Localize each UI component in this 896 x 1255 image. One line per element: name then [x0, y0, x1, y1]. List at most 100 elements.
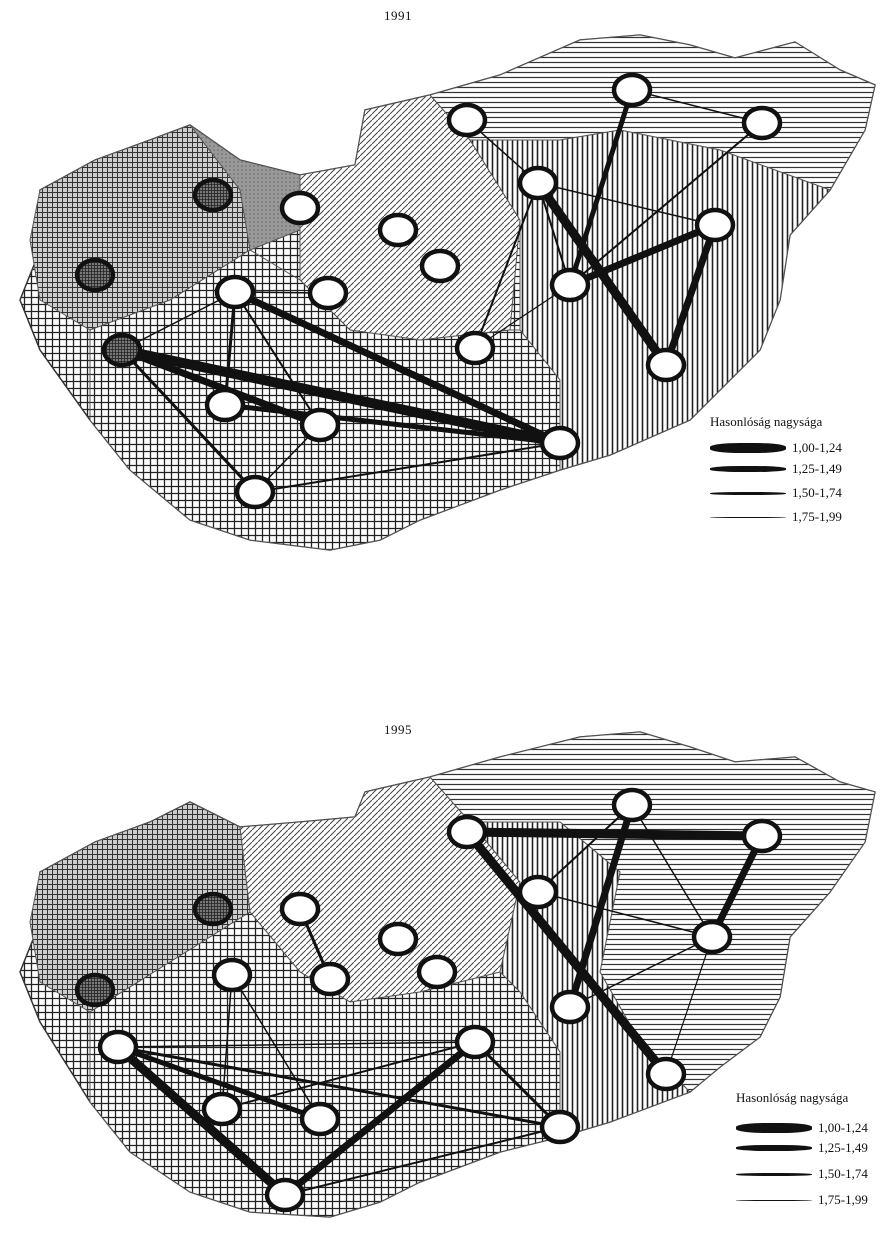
link — [281, 1038, 479, 1199]
link — [473, 1040, 562, 1129]
county-node — [279, 190, 321, 226]
county-node — [446, 814, 488, 850]
link — [537, 182, 571, 286]
map-legend: Hasonlóság nagysága 1,00-1,24 1,25-1,49 … — [736, 1090, 868, 1207]
county-node — [264, 1177, 306, 1213]
legend-item-label: 1,00-1,24 — [792, 440, 842, 455]
county-node — [211, 957, 253, 993]
link — [569, 122, 763, 286]
legend-title: Hasonlóság nagysága — [736, 1090, 849, 1105]
legend-line-swatch — [710, 492, 786, 495]
county-network-map-1991 — [19, 34, 876, 551]
link — [474, 182, 539, 349]
legend-item-label: 1,50-1,74 — [818, 1166, 868, 1181]
legend-line-swatch — [736, 1173, 812, 1176]
legend-item-label: 1,00-1,24 — [818, 1120, 868, 1135]
link — [221, 1041, 476, 1110]
county-node — [539, 1109, 581, 1145]
county-node — [279, 891, 321, 927]
link — [115, 1044, 323, 1122]
link — [537, 891, 713, 938]
county-node — [645, 1056, 687, 1092]
county-node — [234, 474, 276, 510]
legend-line-swatch — [736, 1123, 812, 1133]
link-strong — [462, 827, 671, 1079]
legend-item: 1,00-1,24 — [736, 1120, 896, 1136]
link — [120, 348, 257, 494]
county-node-isolated — [192, 177, 234, 213]
legend-item: 1,75-1,99 — [736, 1192, 896, 1208]
legend-line-swatch — [710, 466, 786, 472]
county-node — [307, 275, 349, 311]
legend-item-label: 1,25-1,49 — [818, 1140, 868, 1155]
county-node — [309, 961, 351, 997]
legend-item: 1,25-1,49 — [736, 1140, 896, 1156]
link — [231, 288, 564, 447]
legend-item: 1,25-1,49 — [710, 461, 896, 477]
county-node-isolated — [74, 972, 116, 1008]
link — [284, 1126, 561, 1196]
link — [221, 974, 233, 1110]
county-network-map-1995 — [19, 731, 876, 1218]
legend-line-swatch — [736, 1200, 812, 1201]
link — [537, 804, 633, 893]
legend-item-label: 1,25-1,49 — [792, 461, 842, 476]
link — [569, 936, 713, 1008]
county-node-isolated — [192, 891, 234, 927]
county-node — [299, 1101, 341, 1137]
county-node — [611, 787, 653, 823]
legend-item: 1,00-1,24 — [710, 440, 896, 456]
county-node — [416, 954, 458, 990]
county-node — [419, 248, 461, 284]
region-southwest-cross — [89, 249, 561, 551]
link-strong — [462, 827, 767, 841]
legend-item: 1,50-1,74 — [736, 1166, 896, 1182]
legend-title: Hasonlóság nagysága — [710, 414, 823, 429]
legend-line-swatch — [710, 517, 786, 518]
county-node — [517, 165, 559, 201]
legend-line-swatch — [710, 443, 786, 453]
county-node — [741, 818, 783, 854]
county-node — [97, 1029, 139, 1065]
link — [234, 291, 321, 426]
link — [223, 290, 237, 407]
county-node — [694, 207, 736, 243]
county-node — [454, 1024, 496, 1060]
county-node — [539, 425, 581, 461]
link — [117, 1041, 476, 1048]
county-node — [377, 921, 419, 957]
county-node — [741, 105, 783, 141]
county-node — [299, 407, 341, 443]
map-year-title: 1991 — [384, 8, 412, 23]
legend-item-label: 1,50-1,74 — [792, 485, 842, 500]
map-panel-1991: 1991 — [0, 0, 896, 600]
county-node-isolated — [74, 257, 116, 293]
map-year-title: 1995 — [384, 722, 412, 737]
county-node — [204, 387, 246, 423]
link-strong — [117, 345, 565, 448]
link — [631, 89, 763, 124]
legend-item-label: 1,75-1,99 — [792, 509, 842, 524]
link — [231, 974, 321, 1120]
link — [665, 936, 713, 1075]
legend-item-label: 1,75-1,99 — [818, 1192, 868, 1207]
county-node — [517, 874, 559, 910]
legend-line-swatch — [736, 1145, 812, 1151]
link — [662, 221, 719, 369]
link — [566, 221, 719, 289]
link-strong — [113, 1042, 290, 1200]
link — [116, 1045, 562, 1129]
map-legend: Hasonlóság nagysága 1,00-1,24 1,25-1,49 … — [710, 414, 842, 524]
map-panel-1995: 1995 — [0, 722, 896, 1255]
link — [254, 442, 561, 493]
link — [631, 804, 713, 938]
county-node — [377, 212, 419, 248]
county-node — [645, 347, 687, 383]
link — [566, 801, 636, 1011]
county-node — [201, 1091, 243, 1127]
county-node — [691, 919, 733, 955]
county-node — [214, 274, 256, 310]
link — [708, 832, 766, 941]
link — [537, 182, 716, 226]
county-node — [549, 989, 591, 1025]
